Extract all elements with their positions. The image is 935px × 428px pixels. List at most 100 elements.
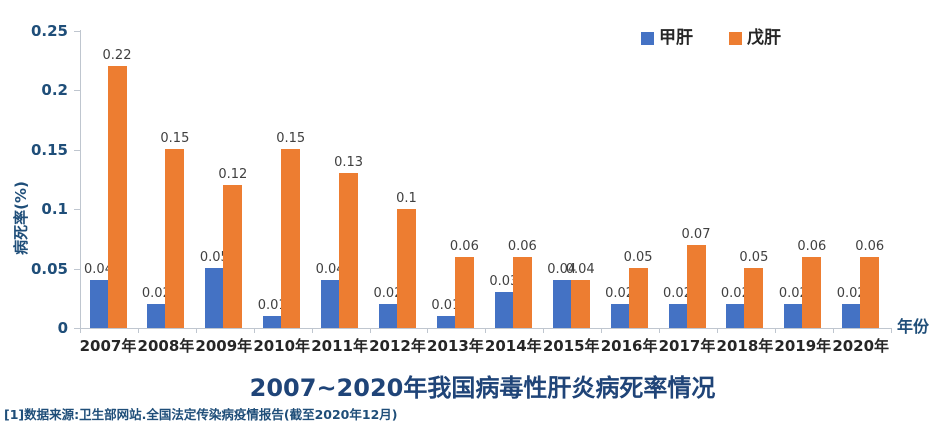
x-tick-mark: [485, 328, 487, 333]
bar-value-label: 0.15: [160, 131, 190, 146]
bar-戊肝-2010年: [281, 149, 301, 328]
bar-value-label: 0.05: [739, 250, 769, 265]
bar-甲肝-2013年: [436, 316, 455, 328]
x-tick-mark: [659, 328, 660, 333]
bar-value-label: 0.02: [778, 286, 808, 301]
bar-value-label: 0.02: [663, 286, 692, 301]
bar-戊肝-2013年: [454, 257, 474, 328]
x-category-label: 2010年: [253, 337, 311, 355]
x-tick-mark: [890, 328, 892, 333]
x-axis-title: 年份: [897, 317, 930, 336]
bar-甲肝-2020年: [842, 304, 861, 328]
bar-value-label: 0.06: [449, 239, 479, 254]
bar-甲肝-2016年: [610, 304, 629, 328]
legend-item-series-2: 戊肝: [729, 30, 781, 47]
bar-value-label: 0.02: [141, 286, 171, 301]
bar-value-label: 0.03: [489, 274, 519, 289]
bar-value-label: 0.01: [431, 298, 461, 313]
x-tick-mark: [195, 328, 197, 333]
bar-value-label: 0.01: [257, 298, 287, 313]
bar-value-label: 0.06: [507, 239, 537, 254]
bar-甲肝-2019年: [784, 304, 803, 328]
bar-value-label: 0.02: [373, 286, 403, 301]
x-tick-mark: [369, 328, 371, 333]
y-tick-label: 0.1: [41, 200, 68, 218]
x-tick-mark: [311, 328, 313, 333]
bar-value-label: 0.02: [720, 286, 750, 301]
x-category-label: 2014年: [484, 337, 542, 355]
bar-戊肝-2014年: [512, 257, 532, 328]
x-category-label: 2009年: [195, 337, 253, 355]
y-axis-line: [80, 30, 81, 328]
x-tick-mark: [601, 328, 603, 333]
bar-value-label: 0.15: [276, 131, 306, 146]
x-tick-mark: [80, 328, 81, 333]
bar-value-label: 0.04: [547, 262, 577, 277]
bar-戊肝-2020年: [860, 257, 880, 328]
y-tick-label: 0.2: [41, 81, 68, 99]
bar-戊肝-2019年: [802, 257, 822, 328]
bar-value-label: 0.04: [84, 262, 113, 277]
bar-甲肝-2007年: [89, 280, 108, 328]
bar-value-label: 0.12: [218, 167, 248, 182]
legend-label-series-1: 甲肝: [659, 28, 693, 48]
y-tick-label: 0: [57, 319, 68, 337]
x-category-label: 2008年: [137, 337, 195, 355]
bar-value-label: 0.1: [396, 191, 417, 206]
x-tick-mark: [832, 328, 834, 333]
y-tick-label: 0.25: [30, 21, 68, 40]
bar-甲肝-2015年: [552, 280, 571, 328]
y-tick-label: 0.05: [30, 259, 68, 278]
bar-value-label: 0.02: [836, 286, 866, 301]
x-tick-mark: [543, 328, 545, 333]
bar-甲肝-2011年: [321, 280, 340, 328]
bar-甲肝-2009年: [205, 268, 224, 328]
series-1-swatch-icon: [641, 32, 654, 45]
bar-甲肝-2018年: [726, 304, 745, 328]
y-tick-mark: [74, 90, 80, 91]
y-tick-mark: [74, 149, 80, 151]
bar-value-label: 0.13: [334, 155, 364, 170]
bar-戊肝-2015年: [570, 280, 590, 328]
bar-value-label: 0.04: [315, 262, 345, 277]
bar-value-label: 0.05: [199, 250, 229, 265]
y-tick-mark: [74, 209, 80, 210]
bar-value-label: 0.06: [797, 239, 827, 254]
x-tick-mark: [253, 328, 255, 333]
bar-戊肝-2012年: [397, 209, 416, 328]
bar-value-label: 0.04: [565, 262, 595, 277]
x-category-label: 2007年: [79, 337, 137, 355]
bar-甲肝-2012年: [379, 304, 397, 328]
bar-戊肝-2018年: [744, 268, 764, 328]
bar-戊肝-2008年: [165, 149, 185, 328]
legend-label-series-2: 戊肝: [747, 28, 781, 48]
y-tick-mark: [74, 30, 80, 32]
bar-value-label: 0.06: [855, 239, 885, 254]
x-category-label: 2011年: [311, 337, 368, 355]
bar-戊肝-2017年: [686, 245, 706, 328]
legend-item-series-1: 甲肝: [641, 30, 693, 47]
y-tick-mark: [74, 268, 80, 270]
x-category-label: 2020年: [832, 337, 890, 355]
y-tick-label: 0.15: [30, 140, 68, 159]
x-category-label: 2017年: [658, 337, 716, 355]
x-tick-mark: [774, 328, 776, 333]
bar-value-label: 0.05: [623, 250, 653, 265]
x-tick-mark: [427, 328, 429, 333]
x-category-label: 2016年: [600, 337, 658, 355]
bar-value-label: 0.22: [102, 48, 132, 63]
chart-title: 2007~2020年我国病毒性肝炎病死率情况: [249, 374, 716, 402]
x-category-label: 2018年: [716, 337, 774, 355]
bar-戊肝-2009年: [223, 185, 243, 328]
legend: 甲肝 戊肝: [641, 30, 781, 47]
bar-甲肝-2010年: [263, 316, 282, 328]
x-tick-mark: [716, 328, 718, 333]
bar-甲肝-2008年: [147, 304, 166, 328]
x-category-label: 2013年: [427, 337, 484, 355]
x-category-label: 2015年: [542, 337, 600, 355]
bar-戊肝-2016年: [628, 268, 648, 328]
bar-甲肝-2017年: [668, 304, 687, 328]
bar-戊肝-2011年: [339, 173, 359, 328]
bar-value-label: 0.07: [681, 227, 711, 242]
